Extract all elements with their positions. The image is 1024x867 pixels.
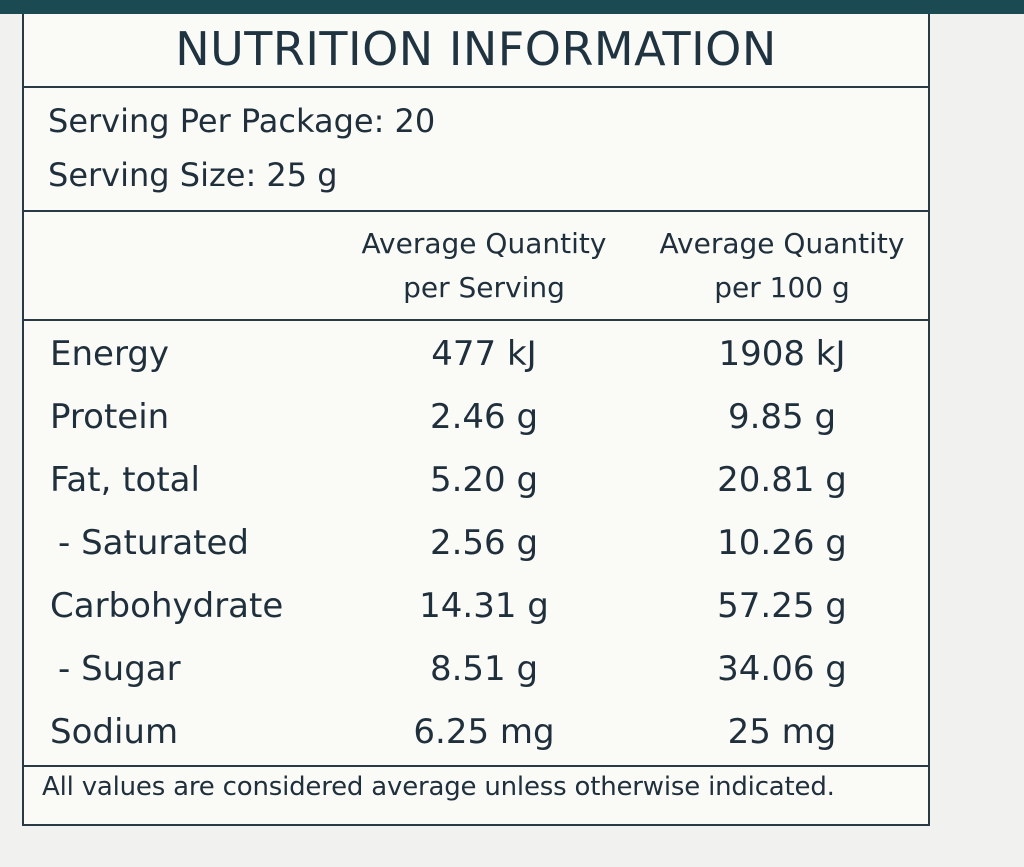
nutrient-name: - Sugar: [58, 649, 181, 689]
table-row: - Saturated 2.56 g 10.26 g: [24, 513, 928, 576]
table-row: Energy 477 kJ 1908 kJ: [24, 324, 928, 387]
nutrient-table: Energy 477 kJ 1908 kJ Protein 2.46 g 9.8…: [24, 324, 928, 765]
per-100g-value: 1908 kJ: [718, 334, 846, 374]
header-divider: [24, 319, 928, 321]
table-row: Fat, total 5.20 g 20.81 g: [24, 450, 928, 513]
top-color-band: [0, 0, 1024, 14]
per-serving-value: 8.51 g: [429, 649, 539, 689]
per-100g-value: 20.81 g: [717, 460, 847, 500]
per-100g-header-line1: Average Quantity: [659, 227, 905, 260]
nutrient-name: Energy: [50, 334, 170, 374]
nutrient-name: Protein: [50, 397, 170, 437]
per-serving-value: 5.20 g: [429, 460, 539, 500]
table-row: Protein 2.46 g 9.85 g: [24, 387, 928, 450]
title-divider: [24, 86, 928, 88]
footnote: All values are considered average unless…: [42, 772, 835, 802]
per-serving-value: 6.25 mg: [413, 712, 555, 752]
nutrition-panel: NUTRITION INFORMATION Serving Per Packag…: [22, 14, 930, 826]
servings-per-package: Serving Per Package: 20: [48, 102, 436, 140]
per-serving-value: 477 kJ: [431, 334, 537, 374]
nutrient-name: Fat, total: [50, 460, 200, 500]
per-100g-value: 9.85 g: [727, 397, 837, 437]
per-100g-value: 10.26 g: [717, 523, 847, 563]
nutrient-name: Sodium: [50, 712, 179, 752]
per-serving-value: 14.31 g: [419, 586, 549, 626]
table-row: Sodium 6.25 mg 25 mg: [24, 702, 928, 765]
nutrient-name: Carbohydrate: [50, 586, 284, 626]
per-serving-value: 2.46 g: [429, 397, 539, 437]
panel-title: NUTRITION INFORMATION: [175, 22, 777, 76]
footnote-divider: [24, 765, 928, 767]
table-row: - Sugar 8.51 g 34.06 g: [24, 639, 928, 702]
per-serving-header-line2: per Serving: [403, 271, 565, 304]
per-serving-header: Average Quantity per Serving: [344, 222, 624, 310]
per-100g-value: 34.06 g: [717, 649, 847, 689]
per-100g-header-line2: per 100 g: [714, 271, 850, 304]
serving-divider: [24, 210, 928, 212]
per-serving-value: 2.56 g: [429, 523, 539, 563]
nutrient-name: - Saturated: [58, 523, 250, 563]
per-100g-value: 25 mg: [727, 712, 837, 752]
per-100g-value: 57.25 g: [717, 586, 847, 626]
table-row: Carbohydrate 14.31 g 57.25 g: [24, 576, 928, 639]
per-serving-header-line1: Average Quantity: [361, 227, 607, 260]
per-100g-header: Average Quantity per 100 g: [642, 222, 922, 310]
serving-size: Serving Size: 25 g: [48, 156, 338, 194]
